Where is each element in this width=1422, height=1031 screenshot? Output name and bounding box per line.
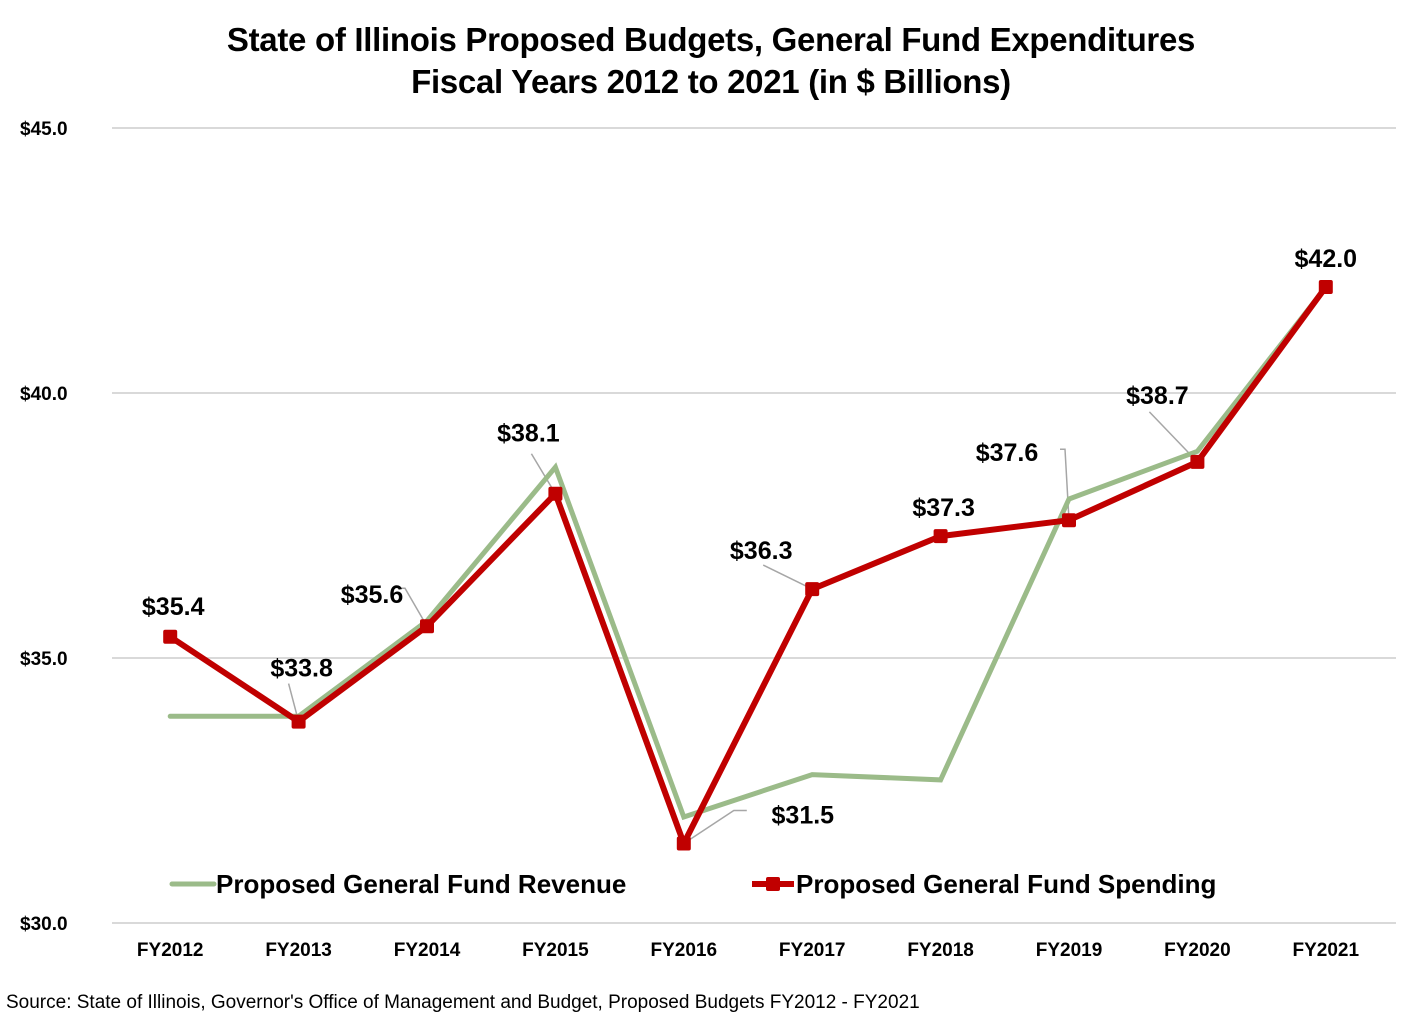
chart-title: State of Illinois Proposed Budgets, Gene… (226, 21, 1196, 58)
series-lines (163, 280, 1333, 851)
legend-marker-spending (766, 877, 780, 891)
data-label: $37.6 (976, 439, 1039, 467)
y-tick-label: $30.0 (20, 914, 68, 935)
data-labels: $35.4 $33.8 $35.6 $38.1 $31.5 $36.3 $37.3$37.6… (142, 245, 1357, 830)
data-point-spending (1318, 280, 1333, 294)
data-label: $37.3 (912, 494, 975, 522)
x-tick-label: FY2013 (265, 940, 332, 961)
gridlines (112, 127, 1396, 924)
x-tick-label: FY2016 (651, 940, 718, 961)
legend-label-revenue: Proposed General Fund Revenue (216, 869, 626, 899)
data-point-spending (805, 582, 820, 597)
x-tick-label: FY2017 (779, 940, 846, 961)
x-tick-label: FY2019 (1036, 940, 1103, 961)
data-point-spending (1062, 513, 1076, 528)
data-label: $33.8 (270, 655, 333, 683)
x-tick-label: FY2021 (1293, 940, 1360, 961)
y-axis: $30.0 $35.0 $40.0 $45.0 (20, 119, 68, 935)
chart-subtitle: Fiscal Years 2012 to 2021 (in $ Billions… (411, 63, 1011, 100)
leader-line (1060, 448, 1070, 521)
legend: Proposed General Fund Revenue Proposed Ge… (169, 869, 1216, 899)
data-label: $38.7 (1126, 382, 1189, 410)
series-line-spending (168, 285, 1329, 847)
data-label: $35.6 (341, 581, 404, 609)
x-tick-label: FY2012 (137, 940, 204, 961)
y-tick-label: $35.0 (20, 649, 68, 670)
leader-line (400, 587, 428, 627)
data-point-spending (1190, 454, 1205, 469)
leader-line (762, 564, 813, 590)
data-point-spending (163, 629, 178, 644)
data-point-spending (548, 486, 563, 501)
source-note: Source: State of Illinois, Governor's Of… (6, 992, 920, 1013)
data-point-spending (420, 619, 434, 634)
x-tick-label: FY2020 (1164, 940, 1231, 961)
x-tick-label: FY2018 (907, 940, 974, 961)
series-line-revenue (167, 284, 1329, 821)
y-tick-label: $40.0 (20, 384, 68, 405)
data-point-spending (676, 836, 691, 851)
leader-line (683, 809, 747, 845)
x-tick-label: FY2015 (522, 940, 589, 961)
data-label: $31.5 (772, 802, 835, 830)
data-point-spending (933, 529, 948, 544)
y-tick-label: $45.0 (20, 119, 68, 140)
x-tick-label: FY2014 (394, 940, 461, 961)
data-label: $36.3 (730, 537, 793, 565)
data-point-spending (291, 714, 306, 729)
data-label: $42.0 (1295, 245, 1358, 273)
legend-label-spending: Proposed General Fund Spending (796, 869, 1216, 899)
x-axis: FY2012 FY2013 FY2014 FY2015 FY2016 FY2017 FY20… (137, 940, 1360, 961)
data-label: $38.1 (497, 420, 560, 448)
data-label: $35.4 (142, 593, 205, 621)
